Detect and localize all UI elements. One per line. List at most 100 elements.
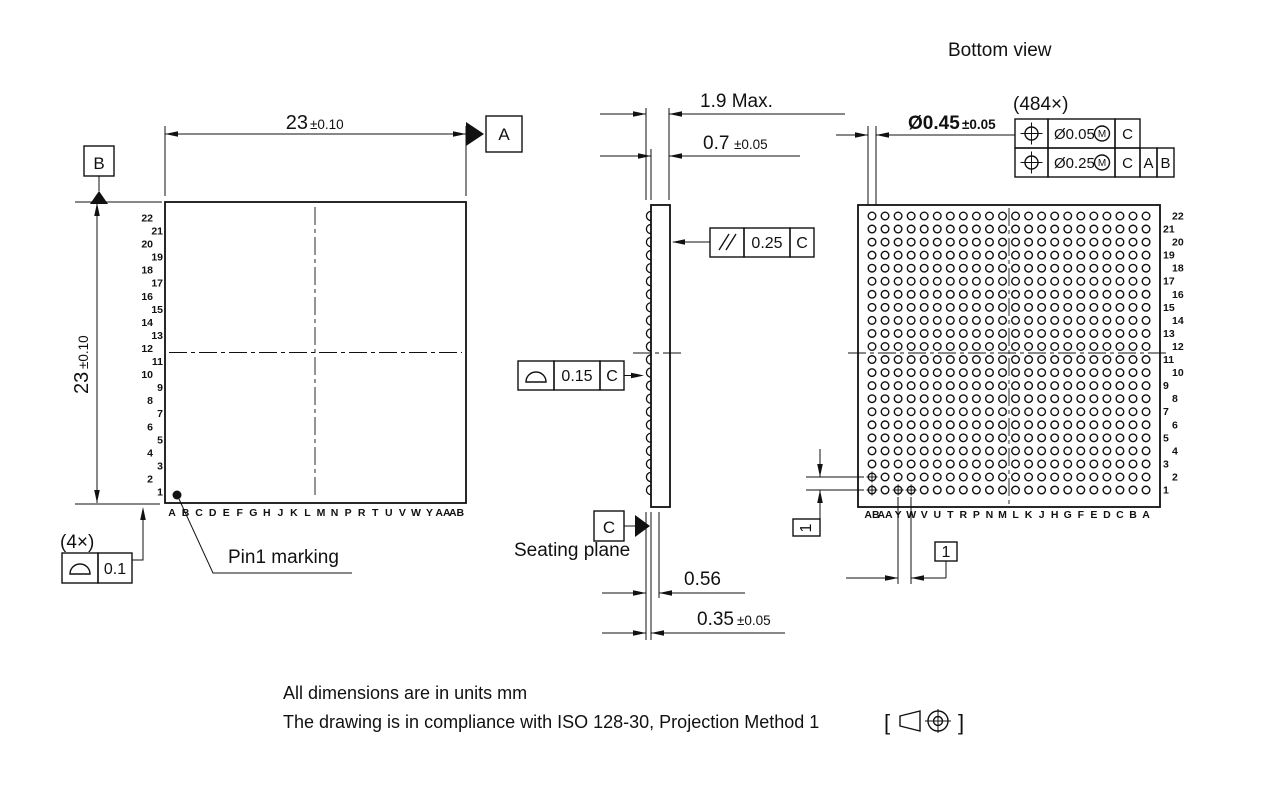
ball [880, 302, 890, 312]
ball [893, 446, 903, 456]
ball [998, 472, 1008, 482]
ball [867, 250, 877, 260]
fcf-profile-symbol-cell [61, 552, 99, 584]
row-number-label: 14 [141, 317, 153, 329]
ball [984, 211, 994, 221]
ball [1024, 342, 1034, 352]
datum-a-box [485, 115, 523, 153]
material-modifier-icon [1093, 154, 1111, 171]
ball [880, 342, 890, 352]
ball [945, 315, 955, 325]
ball [1102, 381, 1112, 391]
ball [1102, 302, 1112, 312]
ball [1089, 328, 1099, 338]
notes: All dimensions are in units mm The drawi… [283, 683, 964, 735]
ball [971, 211, 981, 221]
ball-grid [866, 211, 1151, 496]
ball [1128, 342, 1138, 352]
ball [958, 407, 968, 417]
arrowhead-icon [638, 153, 651, 159]
ball [958, 459, 968, 469]
position-tolerance-fcf-stack: Ø0.05 M CØ0.25 M C A B [1014, 118, 1175, 178]
pin1-dot [172, 490, 182, 500]
ball [932, 302, 942, 312]
ball [1011, 250, 1021, 260]
fcf-datum-letter: B [1160, 155, 1170, 172]
ball [1102, 368, 1112, 378]
ball [1063, 302, 1073, 312]
ball [1115, 485, 1125, 495]
ball [1037, 394, 1047, 404]
ball [1037, 289, 1047, 299]
ball [984, 420, 994, 430]
ball [1128, 224, 1138, 234]
pin1-label: Pin1 marking [228, 547, 339, 568]
ball [945, 446, 955, 456]
ball [1115, 224, 1125, 234]
ball [984, 224, 994, 234]
ball [1063, 342, 1073, 352]
row-number-label: 3 [157, 460, 163, 472]
ball [1011, 224, 1021, 234]
ball [1115, 472, 1125, 482]
ball [880, 472, 890, 482]
ball [1141, 342, 1151, 352]
ball [984, 263, 994, 273]
ball [971, 342, 981, 352]
ball [1050, 472, 1060, 482]
ball [1102, 211, 1112, 221]
column-letter-label: H [1051, 509, 1059, 521]
ball [919, 237, 929, 247]
ball [1141, 263, 1151, 273]
ball [919, 224, 929, 234]
ball [1037, 237, 1047, 247]
dim-total-thickness: 1.9 Max. [700, 91, 773, 112]
fcf-tolerance-value: Ø0.25 [1054, 155, 1095, 172]
ball [893, 211, 903, 221]
ball [880, 289, 890, 299]
ball [1037, 433, 1047, 443]
ball [1050, 446, 1060, 456]
ball [971, 420, 981, 430]
ball [1024, 289, 1034, 299]
ball [1128, 433, 1138, 443]
ball [1115, 420, 1125, 430]
ball [1024, 355, 1034, 365]
ball [945, 433, 955, 443]
ball [893, 237, 903, 247]
ball [1011, 368, 1021, 378]
ball [1102, 420, 1112, 430]
ball [958, 368, 968, 378]
ball [958, 342, 968, 352]
row-number-label: 5 [157, 434, 163, 446]
parallelism-icon [718, 233, 730, 251]
ball [1089, 394, 1099, 404]
pin1-leader [178, 498, 352, 574]
ball [1115, 355, 1125, 365]
ball [880, 237, 890, 247]
ball [1063, 446, 1073, 456]
ball [893, 342, 903, 352]
row-number-label: 15 [1163, 302, 1175, 314]
ball [893, 394, 903, 404]
ball [1037, 315, 1047, 325]
ball [1011, 315, 1021, 325]
column-letter-label: T [947, 509, 954, 521]
ball [971, 433, 981, 443]
ball [880, 211, 890, 221]
ball [932, 394, 942, 404]
row-number-label: 11 [152, 356, 163, 368]
ball [906, 211, 916, 221]
ball [919, 381, 929, 391]
ball [919, 472, 929, 482]
ball [1089, 446, 1099, 456]
ball [880, 276, 890, 286]
arrowhead-icon [817, 464, 823, 477]
row-number-label: 13 [151, 330, 163, 342]
ball [893, 355, 903, 365]
ball [1089, 368, 1099, 378]
ball [919, 368, 929, 378]
row-number-label: 16 [141, 291, 153, 303]
